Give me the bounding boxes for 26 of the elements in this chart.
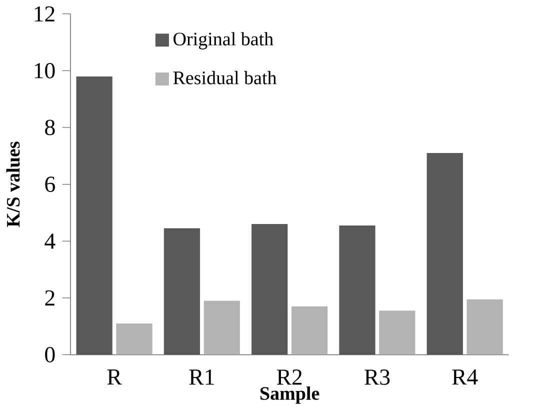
x-tick-label: R3 bbox=[364, 369, 390, 385]
bar bbox=[291, 306, 328, 355]
x-tick-label: R1 bbox=[189, 369, 214, 384]
y-tick-label: 2 bbox=[45, 290, 54, 306]
y-axis-title: K/S values bbox=[6, 142, 20, 227]
bar bbox=[76, 76, 112, 355]
bar bbox=[426, 152, 463, 355]
x-tick-label: R4 bbox=[452, 369, 478, 384]
x-tick-label: R2 bbox=[276, 369, 302, 385]
bar bbox=[466, 299, 503, 355]
y-tick-label: 4 bbox=[44, 233, 56, 249]
x-axis-title: Sample bbox=[260, 386, 320, 404]
bar bbox=[379, 310, 416, 355]
legend-label: Residual bath bbox=[173, 70, 277, 84]
x-tick-label: R bbox=[107, 369, 122, 384]
bar bbox=[164, 228, 200, 355]
bar bbox=[204, 300, 240, 355]
legend-label: Original bath bbox=[174, 32, 274, 50]
y-tick-label: 10 bbox=[34, 62, 55, 78]
bar bbox=[252, 224, 288, 355]
bar bbox=[339, 225, 376, 355]
y-tick-label: 0 bbox=[45, 346, 55, 362]
y-tick-label: 6 bbox=[45, 176, 55, 192]
y-tick-label: 8 bbox=[45, 120, 55, 136]
bar bbox=[116, 323, 152, 355]
y-tick-label: 12 bbox=[34, 6, 54, 22]
